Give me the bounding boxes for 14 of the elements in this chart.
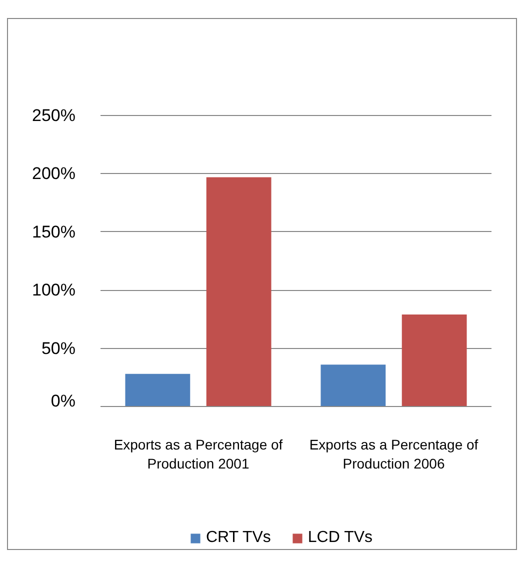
y-tick-label: 50% (41, 338, 76, 358)
bar (125, 374, 190, 406)
y-tick-label: 150% (32, 222, 76, 242)
bar (402, 314, 467, 406)
x-tick-label: Exports as a Percentage of Production 2001 (114, 436, 283, 472)
bar (206, 177, 272, 406)
legend-label: LCD TVs (308, 529, 373, 547)
y-tick-label: 200% (32, 164, 76, 184)
bar (320, 364, 386, 406)
legend-label: CRT TVs (206, 529, 271, 547)
y-tick-label: 250% (32, 106, 76, 125)
x-tick-label: Exports as a Percentage of Production 2006 (309, 436, 478, 472)
y-tick-label: 0% (50, 392, 76, 410)
y-tick-label: 100% (32, 280, 76, 300)
